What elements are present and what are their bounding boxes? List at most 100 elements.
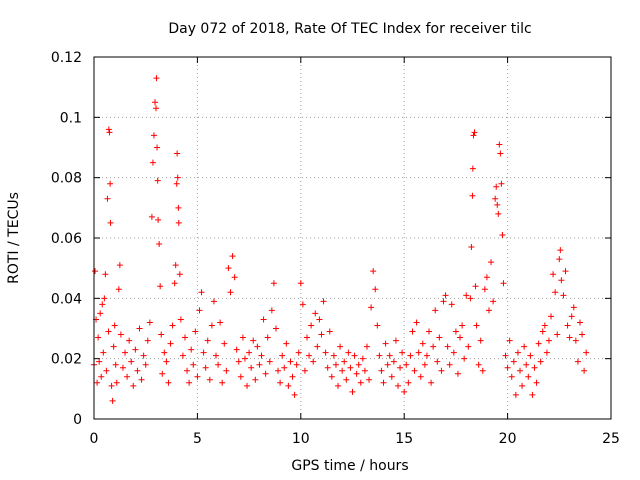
data-point: [374, 322, 381, 329]
data-point: [541, 322, 548, 329]
data-point: [390, 358, 397, 365]
data-point: [419, 340, 426, 347]
data-point: [440, 298, 447, 305]
data-point: [204, 337, 211, 344]
data-point: [115, 286, 122, 293]
data-point: [469, 192, 476, 199]
data-point: [154, 144, 161, 151]
data-point: [172, 262, 179, 269]
data-point: [119, 364, 126, 371]
data-point: [233, 346, 240, 353]
data-point: [157, 283, 164, 290]
data-point: [477, 337, 484, 344]
data-point: [548, 313, 555, 320]
data-point: [557, 247, 564, 254]
data-point: [499, 231, 506, 238]
data-point: [149, 159, 156, 166]
data-point: [384, 361, 391, 368]
data-point: [523, 361, 530, 368]
data-point: [161, 349, 168, 356]
data-point: [550, 271, 557, 278]
data-point: [562, 268, 569, 275]
data-point: [450, 349, 457, 356]
data-point: [206, 376, 213, 383]
data-point: [99, 301, 106, 308]
data-point: [155, 216, 162, 223]
data-point: [326, 328, 333, 335]
data-point: [102, 271, 109, 278]
data-point: [277, 379, 284, 386]
data-point: [472, 283, 479, 290]
data-point: [237, 373, 244, 380]
data-point: [96, 358, 103, 365]
data-point: [519, 382, 526, 389]
data-point: [256, 361, 263, 368]
data-point: [194, 373, 201, 380]
y-tick-label: 0.02: [51, 352, 82, 368]
data-point: [107, 219, 114, 226]
y-tick-label: 0.08: [51, 171, 82, 187]
data-point: [473, 322, 480, 329]
data-point: [353, 370, 360, 377]
data-point: [275, 367, 282, 374]
data-point: [430, 343, 437, 350]
data-point: [111, 322, 118, 329]
data-point: [165, 379, 172, 386]
data-point: [297, 280, 304, 287]
data-point: [104, 195, 111, 202]
data-point: [529, 391, 536, 398]
data-point: [225, 265, 232, 272]
data-point: [494, 201, 501, 208]
data-point: [105, 126, 112, 133]
data-point: [262, 370, 269, 377]
data-point: [100, 349, 107, 356]
data-point: [438, 367, 445, 374]
data-point: [322, 349, 329, 356]
data-point: [246, 349, 253, 356]
data-point: [132, 346, 139, 353]
data-point: [314, 343, 321, 350]
data-point: [351, 352, 358, 359]
data-point: [512, 391, 519, 398]
data-point: [92, 268, 99, 275]
data-point: [260, 316, 267, 323]
x-tick-label: 25: [602, 431, 620, 447]
data-point: [175, 204, 182, 211]
y-tick-label: 0.06: [51, 231, 82, 247]
data-point: [272, 325, 279, 332]
data-point: [527, 352, 534, 359]
data-point: [177, 316, 184, 323]
data-point: [306, 352, 313, 359]
data-point: [409, 328, 416, 335]
y-tick-labels: 0 0.02 0.04 0.06 0.08 0.1 0.12: [51, 50, 82, 428]
data-point: [488, 259, 495, 266]
data-point: [190, 361, 197, 368]
data-point: [173, 180, 180, 187]
data-point: [397, 364, 404, 371]
data-point: [291, 391, 298, 398]
data-point: [150, 132, 157, 139]
data-point: [514, 349, 521, 356]
data-point: [461, 355, 468, 362]
data-point: [423, 352, 430, 359]
data-point: [504, 364, 511, 371]
data-point: [508, 373, 515, 380]
data-point: [535, 340, 542, 347]
data-point: [138, 376, 145, 383]
data-point: [254, 343, 261, 350]
data-point: [97, 310, 104, 317]
data-point: [266, 358, 273, 365]
data-point: [112, 361, 119, 368]
data-point: [227, 289, 234, 296]
data-point: [564, 322, 571, 329]
data-point: [293, 361, 300, 368]
data-point: [495, 210, 502, 217]
data-point: [434, 358, 441, 365]
x-tick-label: 0: [90, 431, 99, 447]
data-point: [479, 367, 486, 374]
data-point: [174, 174, 181, 181]
data-point: [382, 340, 389, 347]
data-point: [469, 165, 476, 172]
data-point: [252, 376, 259, 383]
data-point: [483, 274, 490, 281]
